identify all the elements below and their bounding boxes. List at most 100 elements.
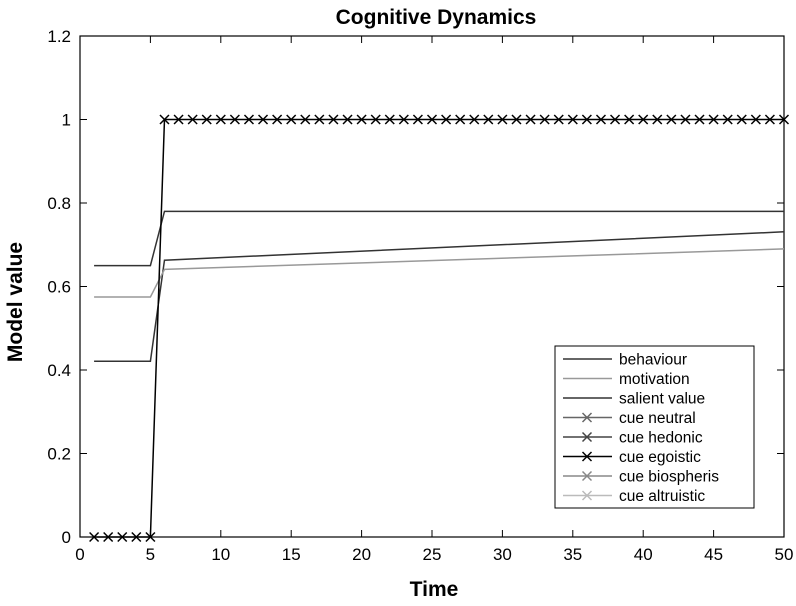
data-point bbox=[595, 114, 606, 125]
legend-label: cue neutral bbox=[619, 410, 696, 427]
data-point bbox=[159, 114, 170, 125]
data-point bbox=[173, 114, 184, 125]
marker-stroke bbox=[694, 114, 705, 125]
marker-stroke bbox=[300, 114, 311, 125]
y-tick-label: 1 bbox=[62, 111, 71, 130]
x-tick-label: 0 bbox=[75, 545, 84, 564]
marker-stroke bbox=[469, 114, 480, 125]
legend-item: cue neutral bbox=[563, 410, 696, 427]
legend-item: salient value bbox=[563, 391, 705, 408]
data-point bbox=[229, 114, 240, 125]
series-line-2 bbox=[94, 248, 785, 298]
marker-stroke bbox=[511, 114, 522, 125]
data-point bbox=[750, 114, 761, 125]
data-point bbox=[666, 114, 677, 125]
data-point bbox=[778, 114, 790, 125]
marker-stroke bbox=[764, 114, 775, 125]
marker-stroke bbox=[89, 531, 100, 543]
data-point bbox=[300, 114, 311, 125]
data-point bbox=[384, 114, 395, 125]
data-point bbox=[736, 114, 747, 125]
legend-label: cue hedonic bbox=[619, 430, 703, 447]
marker-stroke bbox=[159, 114, 170, 125]
marker-stroke bbox=[483, 114, 494, 125]
data-point bbox=[117, 531, 128, 543]
marker-stroke bbox=[638, 114, 649, 125]
marker-stroke bbox=[680, 114, 691, 125]
data-point bbox=[412, 114, 423, 125]
legend-item: motivation bbox=[563, 371, 690, 388]
data-point bbox=[624, 114, 635, 125]
data-point bbox=[722, 114, 733, 125]
marker-stroke bbox=[581, 451, 593, 462]
data-point bbox=[243, 114, 254, 125]
x-tick-label: 35 bbox=[563, 545, 582, 564]
x-tick-label: 15 bbox=[282, 545, 301, 564]
data-point bbox=[708, 114, 719, 125]
legend-item: cue hedonic bbox=[563, 430, 703, 447]
data-point bbox=[469, 114, 480, 125]
data-point bbox=[539, 114, 550, 125]
marker-stroke bbox=[610, 114, 621, 125]
marker-stroke bbox=[412, 114, 423, 125]
marker-stroke bbox=[187, 114, 198, 125]
data-point bbox=[103, 531, 114, 543]
data-point bbox=[497, 114, 508, 125]
data-point bbox=[89, 531, 100, 543]
data-point bbox=[610, 114, 621, 125]
marker-stroke bbox=[229, 114, 240, 125]
marker-stroke bbox=[722, 114, 733, 125]
marker-stroke bbox=[426, 114, 438, 125]
y-tick-label: 0 bbox=[62, 528, 71, 547]
marker-stroke bbox=[243, 114, 254, 125]
data-point bbox=[581, 114, 592, 125]
data-point bbox=[258, 114, 269, 125]
legend-item: cue biospheris bbox=[563, 469, 719, 486]
data-point bbox=[328, 114, 339, 125]
marker-stroke bbox=[103, 531, 114, 543]
marker-stroke bbox=[581, 114, 592, 125]
marker-stroke bbox=[117, 531, 128, 543]
data-point bbox=[370, 114, 381, 125]
marker-stroke bbox=[595, 114, 606, 125]
marker-stroke bbox=[441, 114, 452, 125]
legend-label: cue biospheris bbox=[619, 469, 719, 486]
y-axis-title: Model value bbox=[4, 242, 27, 362]
legend-label: salient value bbox=[619, 391, 705, 408]
data-point bbox=[342, 114, 353, 125]
x-tick-label: 20 bbox=[352, 545, 371, 564]
series-line-6 bbox=[94, 118, 784, 538]
data-point bbox=[398, 114, 409, 125]
marker-stroke bbox=[272, 114, 283, 125]
marker-stroke bbox=[652, 114, 663, 125]
data-point bbox=[680, 114, 691, 125]
marker-stroke bbox=[497, 114, 508, 125]
data-point bbox=[525, 114, 536, 125]
marker-stroke bbox=[553, 114, 564, 125]
marker-stroke bbox=[778, 114, 790, 125]
data-point bbox=[553, 114, 564, 125]
legend-marker bbox=[581, 451, 593, 462]
data-point bbox=[215, 114, 226, 125]
data-point bbox=[356, 114, 367, 125]
data-point bbox=[567, 114, 578, 125]
marker-stroke bbox=[666, 114, 677, 125]
marker-stroke bbox=[581, 470, 593, 482]
legend-item: cue egoistic bbox=[563, 449, 701, 466]
marker-stroke bbox=[328, 114, 339, 125]
legend-box bbox=[554, 345, 755, 509]
y-tick-label: 0.6 bbox=[47, 278, 71, 297]
data-point bbox=[441, 114, 452, 125]
x-tick-label: 30 bbox=[493, 545, 512, 564]
marker-stroke bbox=[356, 114, 367, 125]
y-tick-label: 0.4 bbox=[47, 361, 71, 380]
data-point bbox=[187, 114, 198, 125]
marker-stroke bbox=[539, 114, 550, 125]
data-point bbox=[145, 531, 156, 543]
legend-label: cue altruistic bbox=[619, 488, 705, 505]
marker-stroke bbox=[455, 114, 466, 125]
x-axis-title: Time bbox=[410, 578, 459, 601]
marker-stroke bbox=[567, 114, 578, 125]
marker-stroke bbox=[342, 114, 353, 125]
